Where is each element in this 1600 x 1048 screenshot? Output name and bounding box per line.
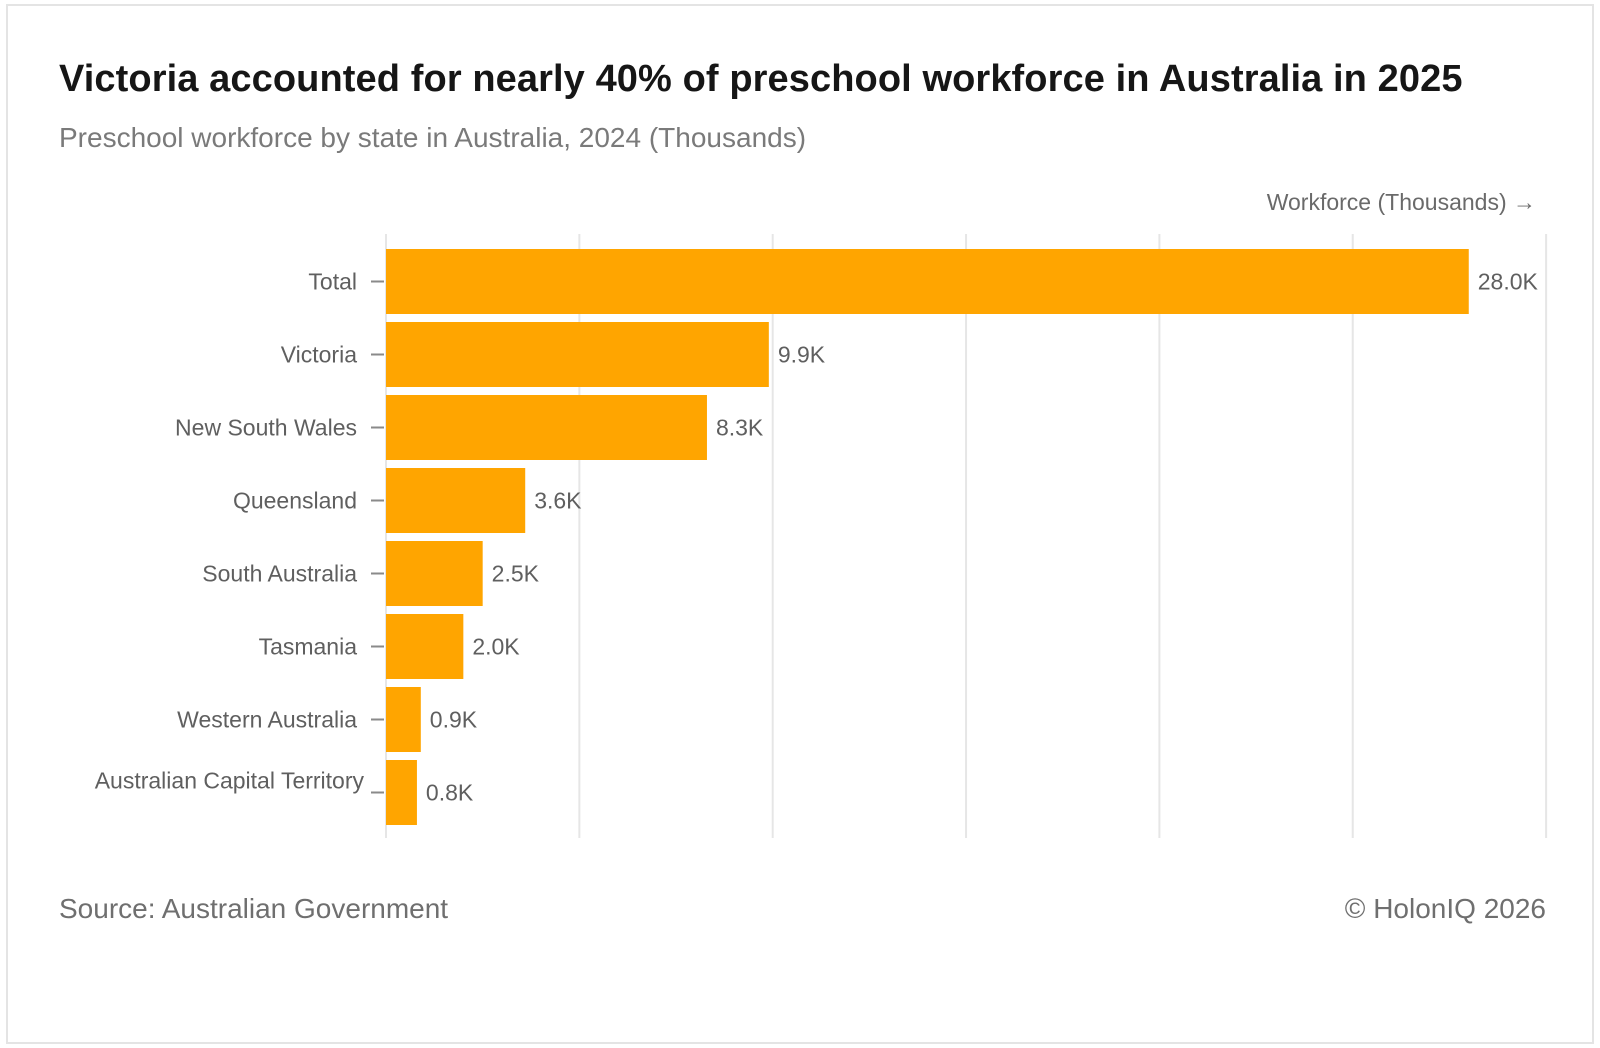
x-axis-title: Workforce (Thousands) → (1267, 189, 1536, 215)
category-label: Tasmania (259, 634, 358, 660)
category-label: Victoria (281, 342, 357, 368)
category-label: Total (308, 269, 357, 295)
bar (386, 541, 483, 606)
bar (386, 687, 421, 752)
chart-title: Victoria accounted for nearly 40% of pre… (59, 58, 1463, 100)
value-label: 0.8K (426, 780, 474, 806)
copyright-note: © HolonIQ 2026 (1344, 893, 1546, 924)
value-label: 2.5K (492, 561, 540, 587)
value-label: 28.0K (1478, 269, 1539, 295)
bar (386, 614, 464, 679)
category-label: New South Wales (175, 415, 357, 441)
value-label: 8.3K (716, 415, 764, 441)
value-label: 9.9K (778, 342, 826, 368)
category-label: Western Australia (177, 707, 357, 733)
value-label: 0.9K (430, 707, 478, 733)
chart-card (6, 4, 1594, 1044)
bar (386, 468, 526, 533)
bar (386, 395, 707, 460)
category-label: Australian Capital Territory (95, 768, 365, 794)
bar (386, 322, 769, 387)
bar (386, 249, 1469, 314)
category-label: South Australia (202, 561, 357, 587)
source-note: Source: Australian Government (59, 893, 449, 924)
category-label: Queensland (233, 488, 357, 514)
bar (386, 760, 417, 825)
chart-subtitle: Preschool workforce by state in Australi… (59, 122, 807, 153)
value-label: 3.6K (534, 488, 582, 514)
value-label: 2.0K (472, 634, 520, 660)
